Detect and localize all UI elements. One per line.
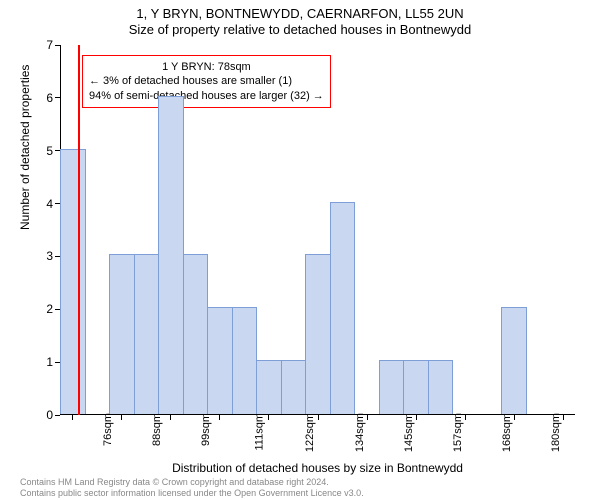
ytick-label: 2 <box>35 302 53 316</box>
xtick-mark <box>268 415 269 420</box>
chart-title-sub: Size of property relative to detached ho… <box>0 22 600 37</box>
x-axis-label: Distribution of detached houses by size … <box>60 461 575 475</box>
bar <box>403 360 429 414</box>
plot-area: 1 Y BRYN: 78sqm ← 3% of detached houses … <box>60 45 575 415</box>
bar <box>256 360 282 414</box>
bar <box>109 254 135 414</box>
ytick-label: 4 <box>35 197 53 211</box>
annotation-line-1: 1 Y BRYN: 78sqm <box>89 60 324 74</box>
xtick-label: 157sqm <box>452 413 464 452</box>
xtick-label: 122sqm <box>305 413 317 452</box>
footer: Contains HM Land Registry data © Crown c… <box>20 477 364 498</box>
bar <box>183 254 209 414</box>
xtick-label: 145sqm <box>403 413 415 452</box>
xtick-mark <box>416 415 417 420</box>
footer-line-2: Contains public sector information licen… <box>20 488 364 498</box>
xtick-label: 134sqm <box>354 413 366 452</box>
xtick-label: 180sqm <box>550 413 562 452</box>
bar <box>281 360 307 414</box>
bar <box>379 360 405 414</box>
bar <box>501 307 527 414</box>
xtick-label: 99sqm <box>200 413 212 446</box>
bar <box>134 254 160 414</box>
ytick-label: 6 <box>35 91 53 105</box>
xtick-mark <box>72 415 73 420</box>
bar <box>207 307 233 414</box>
bar <box>330 202 356 414</box>
annotation-box: 1 Y BRYN: 78sqm ← 3% of detached houses … <box>82 55 331 108</box>
annotation-line-3: 94% of semi-detached houses are larger (… <box>89 89 324 103</box>
ytick-label: 0 <box>35 408 53 422</box>
ytick-mark <box>55 45 60 46</box>
bar <box>60 149 86 414</box>
chart-container: 1, Y BRYN, BONTNEWYDD, CAERNARFON, LL55 … <box>0 0 600 500</box>
y-axis-label: Number of detached properties <box>18 65 32 230</box>
xtick-label: 88sqm <box>151 413 163 446</box>
ytick-label: 5 <box>35 144 53 158</box>
xtick-mark <box>465 415 466 420</box>
ytick-mark <box>55 97 60 98</box>
annotation-line-2: ← 3% of detached houses are smaller (1) <box>89 74 324 88</box>
bar <box>428 360 454 414</box>
xtick-label: 76sqm <box>102 413 114 446</box>
xtick-mark <box>367 415 368 420</box>
bar <box>305 254 331 414</box>
xtick-mark <box>514 415 515 420</box>
ytick-label: 1 <box>35 355 53 369</box>
bar <box>158 96 184 414</box>
xtick-label: 111sqm <box>254 413 266 451</box>
xtick-mark <box>219 415 220 420</box>
xtick-label: 168sqm <box>501 413 513 452</box>
ytick-label: 7 <box>35 38 53 52</box>
footer-line-1: Contains HM Land Registry data © Crown c… <box>20 477 364 487</box>
ytick-label: 3 <box>35 249 53 263</box>
ytick-mark <box>55 415 60 416</box>
xtick-mark <box>318 415 319 420</box>
xtick-mark <box>563 415 564 420</box>
bar <box>232 307 258 414</box>
xtick-mark <box>121 415 122 420</box>
chart-title-main: 1, Y BRYN, BONTNEWYDD, CAERNARFON, LL55 … <box>0 6 600 21</box>
property-marker-line <box>78 45 80 415</box>
xtick-mark <box>170 415 171 420</box>
